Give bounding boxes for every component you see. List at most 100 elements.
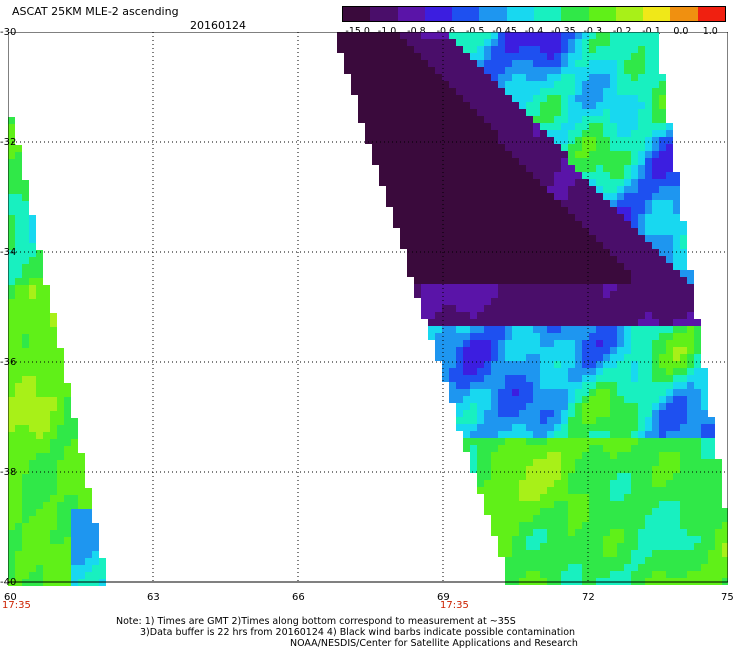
- swath-cell: [638, 382, 645, 389]
- swath-cell: [568, 298, 575, 305]
- swath-cell: [29, 292, 36, 299]
- swath-cell: [575, 312, 582, 319]
- swath-cell: [547, 389, 554, 396]
- swath-cell: [561, 193, 568, 200]
- swath-cell: [554, 298, 561, 305]
- swath-cell: [463, 291, 470, 298]
- swath-cell: [652, 214, 659, 221]
- swath-cell: [596, 221, 603, 228]
- swath-cell: [8, 460, 15, 467]
- swath-cell: [498, 32, 505, 39]
- swath-cell: [694, 445, 701, 452]
- swath-cell: [554, 270, 561, 277]
- swath-cell: [603, 312, 610, 319]
- swath-cell: [638, 158, 645, 165]
- swath-cell: [624, 396, 631, 403]
- swath-cell: [477, 172, 484, 179]
- swath-cell: [463, 284, 470, 291]
- swath-cell: [78, 551, 85, 558]
- swath-cell: [365, 137, 372, 144]
- swath-cell: [477, 256, 484, 263]
- swath-cell: [15, 194, 22, 201]
- swath-cell: [575, 375, 582, 382]
- swath-cell: [666, 410, 673, 417]
- swath-cell: [624, 137, 631, 144]
- swath-cell: [428, 158, 435, 165]
- swath-cell: [456, 368, 463, 375]
- swath-cell: [596, 473, 603, 480]
- swath-cell: [43, 446, 50, 453]
- swath-cell: [498, 95, 505, 102]
- swath-cell: [505, 431, 512, 438]
- swath-cell: [617, 172, 624, 179]
- swath-cell: [512, 291, 519, 298]
- swath-cell: [547, 228, 554, 235]
- swath-cell: [631, 368, 638, 375]
- swath-cell: [505, 326, 512, 333]
- swath-cell: [8, 201, 15, 208]
- swath-cell: [477, 382, 484, 389]
- swath-cell: [638, 207, 645, 214]
- swath-cell: [533, 389, 540, 396]
- swath-cell: [547, 207, 554, 214]
- swath-cell: [652, 438, 659, 445]
- swath-cell: [603, 515, 610, 522]
- swath-cell: [498, 53, 505, 60]
- swath-cell: [617, 88, 624, 95]
- swath-cell: [50, 432, 57, 439]
- swath-cell: [645, 417, 652, 424]
- swath-cell: [596, 60, 603, 67]
- swath-cell: [638, 333, 645, 340]
- swath-cell: [610, 382, 617, 389]
- swath-cell: [463, 151, 470, 158]
- swath-cell: [519, 284, 526, 291]
- swath-cell: [617, 522, 624, 529]
- swath-cell: [624, 466, 631, 473]
- swath-cell: [505, 389, 512, 396]
- swath-cell: [638, 109, 645, 116]
- swath-cell: [414, 60, 421, 67]
- swath-cell: [652, 123, 659, 130]
- swath-cell: [484, 277, 491, 284]
- swath-cell: [463, 32, 470, 39]
- swath-cell: [645, 452, 652, 459]
- swath-cell: [372, 102, 379, 109]
- swath-cell: [533, 67, 540, 74]
- swath-cell: [582, 193, 589, 200]
- swath-cell: [456, 200, 463, 207]
- swath-cell: [29, 495, 36, 502]
- swath-cell: [708, 480, 715, 487]
- swath-cell: [470, 109, 477, 116]
- swath-cell: [533, 550, 540, 557]
- swath-cell: [491, 368, 498, 375]
- swath-cell: [379, 158, 386, 165]
- swath-cell: [568, 284, 575, 291]
- swath-cell: [603, 291, 610, 298]
- swath-cell: [554, 137, 561, 144]
- swath-cell: [22, 488, 29, 495]
- swath-cell: [624, 256, 631, 263]
- swath-cell: [99, 565, 106, 572]
- swath-cell: [561, 466, 568, 473]
- swath-cell: [582, 102, 589, 109]
- colorbar-swatch: [588, 7, 617, 21]
- swath-cell: [582, 536, 589, 543]
- swath-cell: [694, 459, 701, 466]
- swath-cell: [505, 263, 512, 270]
- swath-cell: [540, 123, 547, 130]
- swath-cell: [498, 319, 505, 326]
- swath-cell: [407, 200, 414, 207]
- swath-cell: [15, 264, 22, 271]
- swath-cell: [470, 46, 477, 53]
- swath-cell: [617, 67, 624, 74]
- swath-cell: [393, 130, 400, 137]
- swath-cell: [414, 228, 421, 235]
- swath-cell: [36, 558, 43, 565]
- swath-cell: [498, 144, 505, 151]
- swath-cell: [512, 557, 519, 564]
- swath-cell: [568, 452, 575, 459]
- swath-cell: [36, 565, 43, 572]
- swath-cell: [470, 53, 477, 60]
- colorbar-swatch: [697, 7, 726, 21]
- swath-cell: [554, 368, 561, 375]
